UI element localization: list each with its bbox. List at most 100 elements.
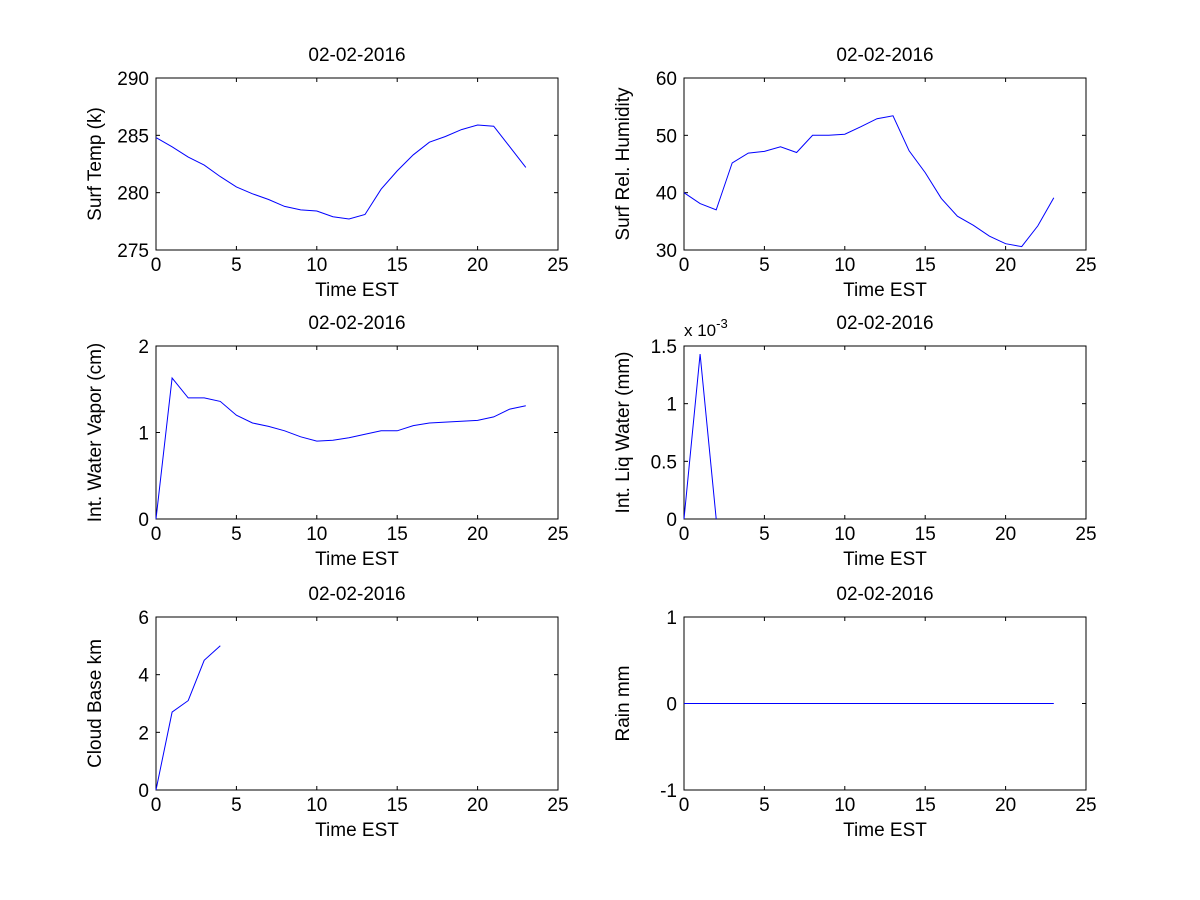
data-point	[796, 703, 797, 704]
data-point	[909, 703, 910, 704]
data-point	[220, 645, 221, 646]
x-tick-label: 25	[1075, 795, 1096, 816]
data-point	[413, 154, 414, 155]
data-point	[893, 115, 894, 116]
data-point	[188, 397, 189, 398]
data-point	[268, 426, 269, 427]
y-tick-label: 30	[656, 241, 677, 262]
data-point	[700, 354, 701, 355]
y-exponent-base: x 10	[684, 321, 716, 340]
data-point	[844, 134, 845, 135]
subplot-3: 0 5 10 15 20 25 0 1 2 02-02-2016 Time EST Int. Wate…	[85, 313, 569, 570]
data-point	[828, 135, 829, 136]
chart-title: 02-02-2016	[308, 45, 405, 66]
data-point	[381, 189, 382, 190]
x-tick-label: 10	[306, 255, 327, 276]
data-point	[764, 151, 765, 152]
x-tick-label: 15	[915, 795, 936, 816]
data-point	[172, 146, 173, 147]
data-point	[156, 790, 157, 791]
x-tick-label: 20	[995, 524, 1016, 545]
x-tick-label: 15	[387, 795, 408, 816]
y-tick-label: -1	[660, 781, 677, 802]
y-tick-label: 1.5	[651, 337, 677, 358]
data-point	[156, 519, 157, 520]
x-tick-label: 15	[387, 255, 408, 276]
series-line	[155, 124, 527, 220]
x-tick-label: 15	[387, 524, 408, 545]
data-point	[429, 142, 430, 143]
data-point	[893, 703, 894, 704]
x-tick-label: 5	[231, 255, 242, 276]
x-tick-label: 25	[547, 255, 568, 276]
data-point	[220, 401, 221, 402]
x-tick-label: 15	[915, 524, 936, 545]
data-point	[445, 136, 446, 137]
data-point	[461, 129, 462, 130]
y-tick-label: 0.5	[651, 452, 677, 473]
x-tick-label: 10	[306, 795, 327, 816]
data-point	[365, 214, 366, 215]
y-tick-label: 0	[666, 695, 677, 716]
data-point	[252, 422, 253, 423]
y-tick-label: 0	[666, 510, 677, 531]
data-point	[300, 209, 301, 210]
chart-title: 02-02-2016	[836, 313, 933, 334]
y-axis-label: Int. Liq Water (mm)	[613, 352, 634, 514]
y-tick-label: 1	[666, 395, 677, 416]
series-line	[683, 115, 1055, 248]
y-axis-label: Surf Temp (k)	[85, 107, 106, 221]
x-tick-label: 10	[834, 255, 855, 276]
chart-title: 02-02-2016	[308, 313, 405, 334]
data-point	[925, 172, 926, 173]
data-point	[989, 703, 990, 704]
data-point	[332, 216, 333, 217]
data-point	[429, 422, 430, 423]
x-axis-label: Time EST	[315, 820, 399, 841]
data-point	[477, 420, 478, 421]
data-point	[509, 409, 510, 410]
data-point	[860, 126, 861, 127]
data-point	[812, 135, 813, 136]
data-point	[284, 430, 285, 431]
data-point	[860, 703, 861, 704]
data-point	[732, 703, 733, 704]
data-point	[381, 430, 382, 431]
data-point	[748, 703, 749, 704]
x-tick-label: 0	[679, 524, 690, 545]
plot-area	[683, 77, 1087, 251]
data-point	[284, 206, 285, 207]
data-point	[828, 703, 829, 704]
data-point	[716, 703, 717, 704]
x-tick-label: 10	[834, 795, 855, 816]
y-tick-label: 2	[138, 337, 149, 358]
y-tick-label: 0	[138, 781, 149, 802]
data-point	[796, 152, 797, 153]
x-tick-label: 10	[306, 524, 327, 545]
data-point	[156, 137, 157, 138]
chart-title: 02-02-2016	[836, 45, 933, 66]
data-point	[525, 405, 526, 406]
x-tick-label: 25	[547, 795, 568, 816]
data-point	[973, 703, 974, 704]
data-point	[1005, 703, 1006, 704]
data-point	[989, 236, 990, 237]
subplot-4: 0 5 10 15 20 25 0 0.5 1 1.5 02-02-2016 Time EST Int.…	[613, 313, 1097, 570]
x-tick-label: 15	[915, 255, 936, 276]
x-tick-label: 20	[995, 255, 1016, 276]
data-point	[172, 712, 173, 713]
data-point	[316, 211, 317, 212]
data-point	[204, 165, 205, 166]
y-tick-label: 1	[666, 608, 677, 629]
plot-area	[155, 77, 559, 251]
data-point	[300, 436, 301, 437]
x-tick-label: 20	[467, 255, 488, 276]
x-tick-label: 0	[679, 795, 690, 816]
subplot-5: 0 5 10 15 20 25 0 2 4 6 02-02-2016 Time EST Cloud Ba…	[85, 584, 569, 841]
series-line	[683, 354, 717, 520]
x-tick-label: 5	[759, 795, 770, 816]
data-point	[1021, 703, 1022, 704]
data-point	[493, 126, 494, 127]
data-point	[1021, 246, 1022, 247]
x-tick-label: 0	[151, 795, 162, 816]
